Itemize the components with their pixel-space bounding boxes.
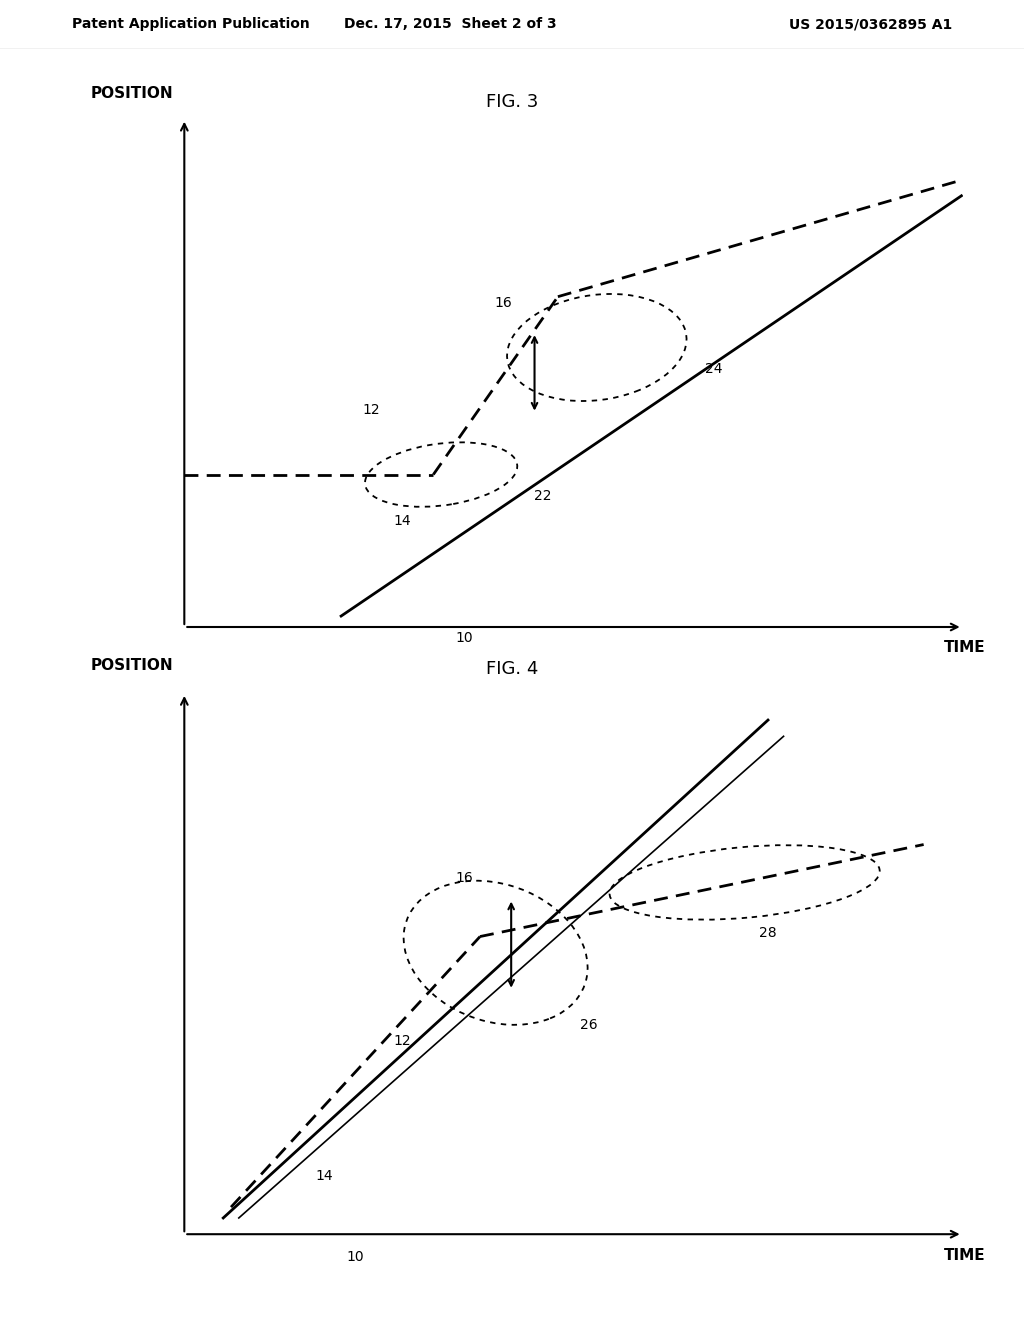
Text: 12: 12 — [362, 403, 380, 417]
Text: Dec. 17, 2015  Sheet 2 of 3: Dec. 17, 2015 Sheet 2 of 3 — [344, 17, 557, 32]
Text: 12: 12 — [393, 1034, 411, 1048]
Text: 10: 10 — [456, 631, 473, 645]
Text: 22: 22 — [534, 488, 551, 503]
Text: POSITION: POSITION — [91, 86, 173, 100]
Text: 26: 26 — [581, 1018, 598, 1031]
Text: 16: 16 — [456, 871, 473, 886]
Text: 14: 14 — [315, 1170, 333, 1183]
Text: 10: 10 — [347, 1250, 365, 1265]
Text: FIG. 3: FIG. 3 — [485, 92, 539, 111]
Text: 28: 28 — [759, 925, 777, 940]
Text: TIME: TIME — [944, 640, 986, 655]
Text: POSITION: POSITION — [91, 659, 173, 673]
Text: US 2015/0362895 A1: US 2015/0362895 A1 — [790, 17, 952, 32]
Text: TIME: TIME — [944, 1249, 986, 1263]
Text: 24: 24 — [705, 362, 722, 376]
Text: 16: 16 — [495, 296, 512, 310]
Text: 14: 14 — [393, 515, 411, 528]
Text: FIG. 4: FIG. 4 — [485, 660, 539, 678]
Text: Patent Application Publication: Patent Application Publication — [72, 17, 309, 32]
